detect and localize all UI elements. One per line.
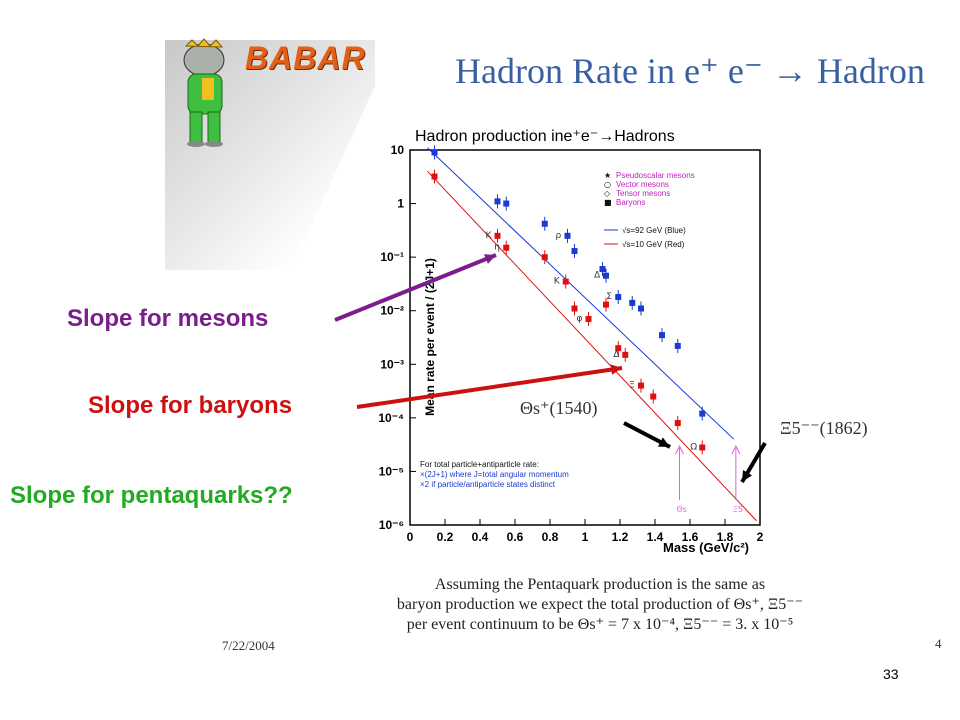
y-tick-label: 10⁻³ xyxy=(380,357,404,371)
data-point xyxy=(503,200,510,207)
point-label: Ω xyxy=(690,442,697,452)
theta-arrow-head xyxy=(658,437,670,447)
legend-entry: Vector mesons xyxy=(616,180,669,189)
x-tick-label: 2 xyxy=(757,530,764,544)
babar-logo xyxy=(172,38,242,148)
mesons-arrow xyxy=(334,253,497,322)
theta-arrow xyxy=(623,421,671,449)
data-point xyxy=(615,345,622,352)
x-tick-label: 1.2 xyxy=(612,530,629,544)
note-line-3: per event continuum to be Θs⁺ = 7 x 10⁻⁴… xyxy=(406,616,794,633)
data-point xyxy=(603,301,609,308)
pentaquark-marker-label: Ξ5 xyxy=(733,505,743,514)
x-tick-label: 0.4 xyxy=(472,530,489,544)
slide-title: Hadron Rate in e⁺ e⁻ → Hadron xyxy=(455,51,925,91)
data-point xyxy=(622,351,629,358)
point-label: Ξ xyxy=(629,381,635,391)
point-label: K xyxy=(486,231,493,241)
x-tick-label: 0.8 xyxy=(542,530,559,544)
annotation-baryons: Slope for baryons xyxy=(88,392,293,419)
legend-entry: Tensor mesons xyxy=(616,189,670,198)
xi-arrow-head xyxy=(742,470,752,482)
logo-text: BABAR xyxy=(245,40,366,76)
point-label: Δ xyxy=(594,271,601,281)
y-tick-label: 10⁻⁵ xyxy=(379,464,404,478)
legend-energy-blue: √s=92 GeV (Blue) xyxy=(622,226,686,235)
pentaquark-marker-label: Θs xyxy=(677,505,687,514)
data-point xyxy=(585,316,592,323)
data-point xyxy=(494,232,501,239)
data-point xyxy=(571,248,578,255)
legend-symbol: ■ xyxy=(604,198,612,207)
y-tick-label: 10⁻⁶ xyxy=(379,518,404,532)
footnote-line-3: ×2 if particle/antiparticle states disti… xyxy=(420,480,555,489)
point-label: K xyxy=(554,277,561,287)
data-point xyxy=(659,332,665,339)
original-page-number: 4 xyxy=(935,636,942,651)
legend-entry: Baryons xyxy=(616,198,645,207)
pentaquark-arrowhead xyxy=(731,444,741,455)
data-point xyxy=(638,305,644,312)
x-tick-label: 0 xyxy=(407,530,414,544)
x-tick-label: 1 xyxy=(582,530,589,544)
legend-symbol: ○ xyxy=(604,180,611,189)
footnote-line-1: For total particle+antiparticle rate: xyxy=(420,460,539,469)
mesons-arrow-head xyxy=(484,254,496,264)
page-number: 33 xyxy=(883,666,899,682)
data-point xyxy=(674,420,681,427)
y-axis-label: Mean rate per event / (2J+1) xyxy=(423,258,437,416)
point-label: Σ xyxy=(606,292,612,302)
data-point xyxy=(541,220,548,227)
data-point xyxy=(603,272,609,279)
data-point xyxy=(571,305,578,312)
legend-footnote: For total particle+antiparticle rate: ×(… xyxy=(420,460,620,490)
y-tick-label: 10 xyxy=(391,143,405,157)
elephant-icon xyxy=(183,38,225,147)
pentaquark-arrowhead xyxy=(675,444,684,455)
x-tick-label: 0.2 xyxy=(437,530,454,544)
point-label: η xyxy=(494,243,500,253)
note-line-1: Assuming the Pentaquark production is th… xyxy=(434,576,766,593)
data-point xyxy=(699,444,706,451)
annotation-mesons: Slope for mesons xyxy=(67,305,269,332)
note-text: Assuming the Pentaquark production is th… xyxy=(340,575,860,635)
footnote-line-2: ×(2J+1) where J=total angular momentum xyxy=(420,470,569,479)
data-point xyxy=(638,382,644,389)
fit-line xyxy=(427,147,735,440)
original-date: 7/22/2004 xyxy=(222,638,275,653)
data-point xyxy=(431,149,438,156)
data-point xyxy=(674,342,681,349)
x-tick-label: 1.4 xyxy=(647,530,664,544)
point-label: ρ xyxy=(556,231,562,241)
annotation-pentaquarks: Slope for pentaquarks?? xyxy=(10,482,293,509)
y-tick-label: 1 xyxy=(397,197,404,211)
data-point xyxy=(564,232,571,239)
theta-label: Θs⁺(1540) xyxy=(520,398,598,418)
point-label: φ xyxy=(577,314,583,324)
data-point xyxy=(562,278,569,285)
data-point xyxy=(503,244,510,251)
x-tick-label: 0.6 xyxy=(507,530,524,544)
baryons-arrow-head xyxy=(610,364,622,375)
xi-label: Ξ5⁻⁻(1862) xyxy=(780,418,868,438)
legend-symbol: ◇ xyxy=(604,189,611,198)
data-point xyxy=(629,299,636,306)
note-line-2: baryon production we expect the total pr… xyxy=(396,596,804,613)
legend-symbol: ★ xyxy=(604,171,611,180)
legend-entry: Pseudoscalar mesons xyxy=(616,171,695,180)
data-point xyxy=(650,393,657,400)
point-label: Δ xyxy=(613,350,620,360)
y-tick-label: 10⁻⁴ xyxy=(378,411,404,425)
data-point xyxy=(494,198,501,205)
y-tick-label: 10⁻¹ xyxy=(380,250,404,264)
data-point xyxy=(541,254,548,261)
legend-energy-red: √s=10 GeV (Red) xyxy=(622,240,685,249)
y-tick-label: 10⁻² xyxy=(380,304,404,318)
xi-arrow xyxy=(740,441,767,484)
data-point xyxy=(615,294,622,301)
chart-title: Hadron production ine⁺e⁻→Hadrons xyxy=(415,128,675,145)
x-axis-label: Mass (GeV/c²) xyxy=(663,540,749,555)
data-point xyxy=(599,266,606,273)
data-point xyxy=(699,410,706,417)
